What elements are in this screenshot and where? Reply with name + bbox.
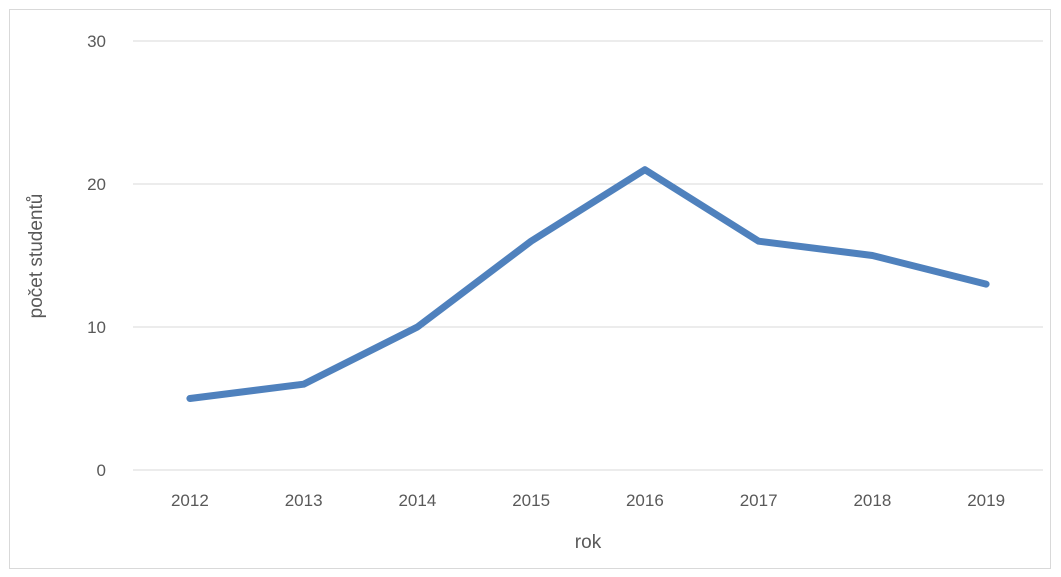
series-layer — [186, 166, 990, 402]
x-tick-label: 2019 — [967, 491, 1005, 510]
y-tick-label: 20 — [87, 175, 106, 194]
x-tick-label: 2012 — [171, 491, 209, 510]
gridlines — [133, 40, 1043, 471]
x-tick-label: 2013 — [285, 491, 323, 510]
y-axis-ticks: 0 10 20 30 — [87, 32, 106, 480]
x-axis-ticks: 2012 2013 2014 2015 2016 2017 2018 2019 — [171, 491, 1005, 510]
x-axis-title: rok — [575, 532, 602, 553]
x-tick-label: 2015 — [512, 491, 550, 510]
y-axis-title: počet studentů — [26, 194, 47, 319]
y-tick-label: 10 — [87, 318, 106, 337]
y-tick-label: 0 — [97, 461, 106, 480]
x-tick-label: 2014 — [398, 491, 436, 510]
x-tick-label: 2017 — [740, 491, 778, 510]
x-tick-label: 2018 — [853, 491, 891, 510]
y-tick-label: 30 — [87, 32, 106, 51]
x-tick-label: 2016 — [626, 491, 664, 510]
series-line-1 — [186, 166, 990, 402]
chart-frame — [9, 9, 1051, 569]
